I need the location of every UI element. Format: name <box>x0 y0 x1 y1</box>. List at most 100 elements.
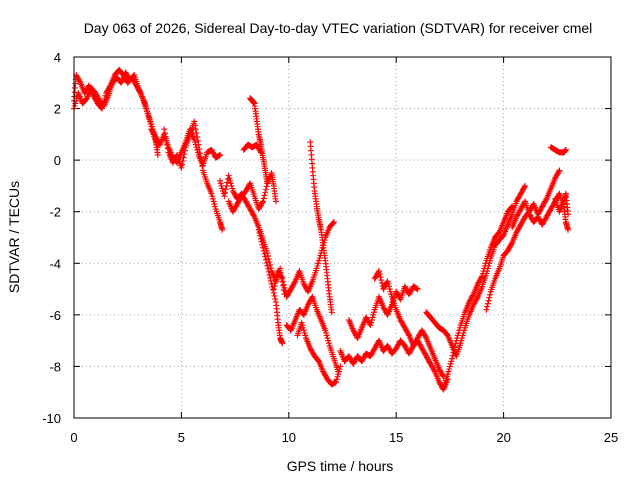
data-point <box>350 328 357 335</box>
data-point <box>262 186 269 193</box>
data-point <box>562 146 569 153</box>
data-point <box>221 193 228 200</box>
data-point <box>271 292 278 299</box>
data-point <box>266 271 273 278</box>
series-seg-k <box>283 293 342 375</box>
data-point <box>471 300 478 307</box>
data-point <box>372 274 379 281</box>
data-point <box>227 180 234 187</box>
data-point <box>426 358 433 365</box>
data-point <box>539 220 546 227</box>
data-point <box>250 211 256 218</box>
data-point <box>555 168 562 175</box>
data-point <box>517 221 524 228</box>
data-point <box>170 158 177 165</box>
data-point <box>286 288 293 295</box>
data-point <box>394 291 401 298</box>
data-point <box>247 206 254 213</box>
data-point <box>542 198 549 205</box>
data-point <box>472 297 479 304</box>
data-point <box>479 273 486 280</box>
data-point <box>514 197 521 204</box>
data-point <box>519 188 526 195</box>
data-point <box>248 208 255 215</box>
data-point <box>425 356 432 363</box>
data-point <box>508 240 515 247</box>
data-point <box>514 228 521 235</box>
data-point <box>180 154 187 161</box>
data-point <box>305 300 312 307</box>
series-seg-i <box>255 226 286 347</box>
data-point <box>417 342 424 349</box>
data-point <box>549 203 556 210</box>
data-point <box>407 288 414 295</box>
data-point <box>454 335 461 342</box>
data-point <box>71 102 78 109</box>
series-seg-h <box>247 95 271 187</box>
data-point <box>231 206 238 213</box>
data-point <box>522 182 529 189</box>
data-point <box>298 319 305 326</box>
data-point <box>373 273 380 280</box>
data-point <box>412 338 419 345</box>
y-axis-label: SDTVAR / TECUs <box>6 181 22 293</box>
data-point <box>288 284 295 291</box>
data-point <box>368 317 375 324</box>
data-point <box>265 252 272 259</box>
series-seg-p <box>371 268 447 380</box>
data-point <box>513 229 520 236</box>
data-point <box>515 225 522 232</box>
y-tick-label: -2 <box>49 205 61 220</box>
data-point <box>222 186 229 193</box>
data-point <box>461 327 468 334</box>
data-point <box>540 219 547 226</box>
y-tick-label: -10 <box>42 411 61 426</box>
data-point <box>308 347 315 354</box>
data-point <box>260 195 267 202</box>
data-point <box>181 147 188 154</box>
data-point <box>386 283 393 290</box>
data-point <box>234 200 241 207</box>
data-point <box>285 291 292 298</box>
data-point <box>380 304 387 311</box>
data-point <box>467 296 474 303</box>
data-point <box>260 198 267 205</box>
data-point <box>219 185 226 192</box>
data-point <box>209 193 216 200</box>
data-point <box>378 277 385 284</box>
data-point <box>76 78 83 85</box>
data-point <box>454 332 461 339</box>
data-point <box>217 180 224 187</box>
data-point <box>527 206 534 213</box>
data-point <box>402 284 409 291</box>
data-point <box>418 327 425 334</box>
data-point <box>179 161 186 168</box>
data-point <box>255 226 262 233</box>
data-point <box>452 340 459 347</box>
data-point <box>426 359 433 366</box>
data-point <box>540 200 547 207</box>
data-point <box>258 238 265 245</box>
data-point <box>307 346 314 353</box>
data-point <box>363 314 370 321</box>
data-point <box>398 319 405 326</box>
data-point <box>346 354 353 361</box>
data-point <box>373 271 380 278</box>
data-point <box>517 222 524 229</box>
data-point <box>272 295 279 302</box>
data-point <box>259 241 266 248</box>
data-point <box>483 306 490 313</box>
data-point <box>262 189 269 196</box>
data-point <box>350 359 357 366</box>
data-point <box>284 292 291 299</box>
x-tick-label: 0 <box>70 430 77 445</box>
data-point <box>565 211 572 218</box>
data-point <box>291 279 298 286</box>
data-point <box>535 210 542 217</box>
data-point <box>504 247 511 254</box>
data-point <box>398 318 405 325</box>
data-point <box>428 362 435 369</box>
data-point <box>401 323 408 330</box>
data-point <box>518 189 525 196</box>
data-point <box>450 349 457 356</box>
